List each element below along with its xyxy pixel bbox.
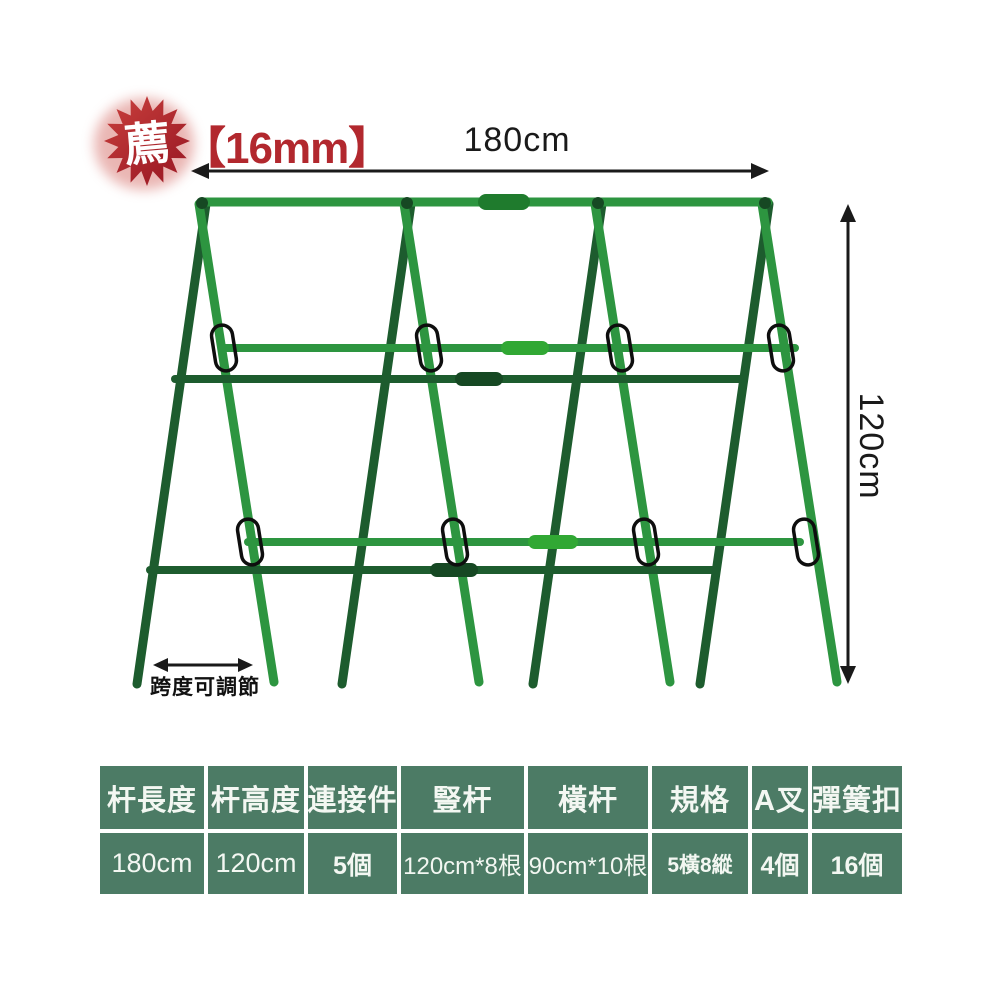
front-legs xyxy=(194,199,842,687)
spec-value-connectors: 5個 xyxy=(308,833,397,894)
badge-seal-text: 薦 xyxy=(122,116,173,172)
front-crossbars xyxy=(218,341,804,549)
spec-table: 杆長度 杆高度 連接件 豎杆 橫杆 規格 A叉 彈簧扣 180cm 120cm … xyxy=(100,766,902,898)
top-bar xyxy=(196,194,773,210)
spec-value-spec: 5橫8縱 xyxy=(652,833,748,894)
spec-header-connectors: 連接件 xyxy=(308,766,397,829)
spec-header-spec: 規格 xyxy=(652,766,748,829)
span-adjustable-label: 跨度可調節 xyxy=(150,676,260,699)
spec-value-a-fork: 4個 xyxy=(752,833,808,894)
pipe-size-label: 【16mm】 xyxy=(182,124,392,173)
recommendation-badge: 薦 xyxy=(94,96,194,190)
spec-header-pole-height: 杆高度 xyxy=(208,766,304,829)
spec-header-a-fork: A叉 xyxy=(752,766,808,829)
spec-value-pole-length: 180cm xyxy=(100,833,204,894)
spec-header-vertical-poles: 豎杆 xyxy=(401,766,524,829)
spec-value-pole-height: 120cm xyxy=(208,833,304,894)
width-arrow xyxy=(191,163,769,179)
spec-header-pole-length: 杆長度 xyxy=(100,766,204,829)
spec-value-vertical-poles: 120cm*8根 xyxy=(401,833,524,894)
top-bar-connector-icon xyxy=(478,194,530,210)
width-dimension-label: 180cm xyxy=(463,121,571,159)
spec-value-horizontal-poles: 90cm*10根 xyxy=(528,833,648,894)
spring-clip-icons xyxy=(209,323,821,567)
back-legs xyxy=(132,199,774,689)
spec-header-horizontal-poles: 橫杆 xyxy=(528,766,648,829)
badge-starburst-icon xyxy=(104,96,190,186)
height-arrow xyxy=(840,204,856,684)
height-dimension-label: 120cm xyxy=(852,392,890,500)
span-arrow xyxy=(153,658,253,672)
spec-header-spring-buckle: 彈簧扣 xyxy=(812,766,902,829)
spec-value-spring-buckle: 16個 xyxy=(812,833,902,894)
back-crossbars xyxy=(146,372,744,577)
